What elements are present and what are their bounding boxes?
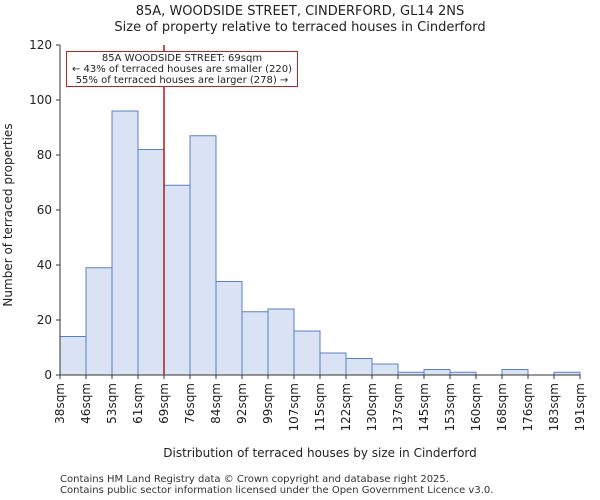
x-tick-label: 38sqm [53,383,67,424]
y-tick-label: 100 [29,93,52,107]
y-tick-label: 60 [37,203,52,217]
x-tick-label: 145sqm [417,383,431,431]
y-tick-label: 80 [37,148,52,162]
histogram-bar [293,330,321,376]
histogram-bar [85,267,113,376]
x-tick-label: 46sqm [79,383,93,424]
annotation-line3: 55% of terraced houses are larger (278) … [75,75,289,86]
x-tick-label: 115sqm [313,383,327,431]
histogram-bar [163,184,191,376]
x-tick-label: 130sqm [365,383,379,431]
histogram-bar [423,369,451,376]
histogram-bar [215,281,243,376]
annotation-line2: ← 43% of terraced houses are smaller (22… [71,64,293,75]
footer-copyright: Contains HM Land Registry data © Crown c… [60,474,449,485]
x-tick-label: 69sqm [157,383,171,424]
y-tick-label: 20 [37,313,52,327]
y-tick-label: 0 [44,368,52,382]
x-tick-label: 153sqm [443,383,457,431]
x-tick-label: 183sqm [547,383,561,431]
x-tick-label: 99sqm [261,383,275,424]
x-tick-label: 168sqm [495,383,509,431]
x-tick-label: 191sqm [573,383,587,431]
x-tick-label: 84sqm [209,383,223,424]
histogram-bar [241,311,269,376]
histogram-bar [111,110,139,376]
histogram-bar [59,336,87,376]
chart-title-line1: 85A, WOODSIDE STREET, CINDERFORD, GL14 2… [135,4,465,19]
x-tick-label: 107sqm [287,383,301,431]
x-tick-label: 137sqm [391,383,405,431]
annotation-line1: 85A WOODSIDE STREET: 69sqm [101,53,263,64]
histogram-bar [371,363,399,376]
chart-title-line2: Size of property relative to terraced ho… [114,20,486,35]
histogram-bar [501,369,529,376]
y-tick-label: 40 [37,258,52,272]
histogram-bar [137,149,165,376]
histogram-bar [189,135,217,376]
histogram-bar [267,308,295,376]
x-tick-label: 76sqm [183,383,197,424]
histogram-bar [319,352,347,376]
x-tick-label: 53sqm [105,383,119,424]
x-tick-label: 61sqm [131,383,145,424]
x-axis-label: Distribution of terraced houses by size … [163,446,477,460]
x-tick-label: 92sqm [235,383,249,424]
y-axis-label: Number of terraced properties [1,123,15,306]
x-tick-label: 122sqm [339,383,353,431]
footer-licence: Contains public sector information licen… [60,485,494,496]
histogram-bar [345,358,373,376]
x-tick-label: 160sqm [469,383,483,431]
x-tick-label: 176sqm [521,383,535,431]
y-tick-label: 120 [29,38,52,52]
property-annotation-box: 85A WOODSIDE STREET: 69sqm ← 43% of terr… [66,51,298,87]
